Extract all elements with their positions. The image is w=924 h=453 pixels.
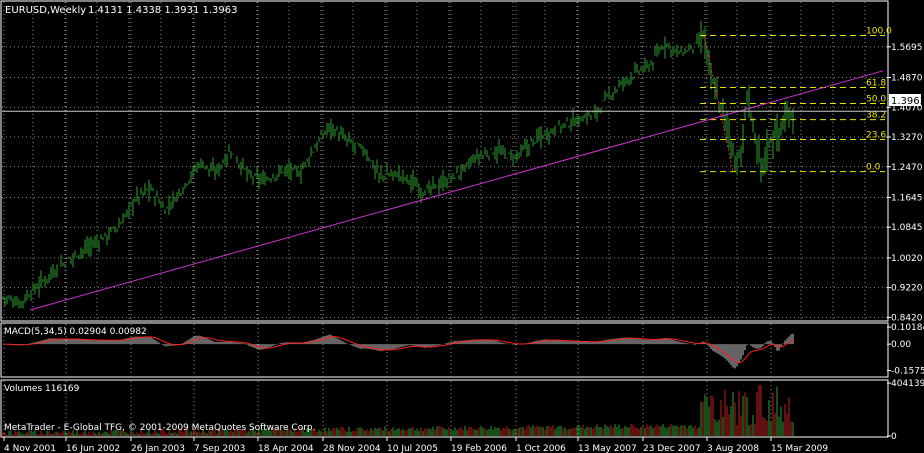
y-tick-label: 1.4870 — [891, 74, 923, 84]
x-tick-label: 28 Nov 2004 — [323, 444, 381, 453]
y-tick-label: 0.9220 — [891, 284, 923, 294]
fib-level-label: 38.2 — [866, 111, 886, 121]
current-price-label: 1.3963 — [891, 96, 924, 107]
x-tick-label: 7 Sep 2003 — [194, 444, 245, 453]
volume-pane — [0, 379, 889, 438]
y-tick-label: 404139 — [891, 379, 924, 389]
y-tick-label: 1.2470 — [891, 163, 923, 173]
y-tick-label: 0.00 — [891, 340, 911, 350]
y-tick-label: 0 — [891, 432, 897, 442]
macd-pane — [0, 322, 889, 378]
fib-level-label: 23.6 — [866, 130, 886, 140]
trendline — [29, 70, 884, 311]
y-tick-label: 1.5695 — [891, 43, 923, 53]
x-tick-label: 15 Mar 2009 — [771, 444, 828, 453]
volume-bars — [2, 384, 794, 436]
macd-signal-line — [2, 336, 794, 364]
x-tick-label: 13 May 2007 — [578, 444, 637, 453]
current-price-badge — [889, 94, 921, 106]
y-tick-label: 1.0020 — [891, 254, 923, 264]
x-tick-label: 23 Dec 2007 — [643, 444, 701, 453]
x-tick-label: 18 Apr 2004 — [258, 444, 314, 453]
fib-level-label: 61.8 — [866, 78, 886, 88]
x-tick-label: 16 Jun 2002 — [66, 444, 120, 453]
watermark: MetaTrader - E-Global TFG, © 2001-2009 M… — [4, 423, 316, 433]
y-tick-label: 1.1645 — [891, 193, 923, 203]
y-tick-label: 1.4070 — [891, 103, 923, 113]
fib-level-label: 100.0 — [866, 26, 892, 36]
fib-level-label: 0.0 — [866, 163, 881, 173]
grid-lines — [2, 2, 887, 436]
x-tick-label: 19 Feb 2006 — [451, 444, 507, 453]
y-tick-label: -0.15753 — [891, 367, 924, 377]
fib-level-label: 50.0 — [866, 95, 886, 105]
x-tick-label: 1 Oct 2006 — [516, 444, 566, 453]
y-tick-label: 1.0845 — [891, 223, 923, 233]
fibonacci-levels: 100.0 61.8 50.0 38.2 23.6 0.0 — [700, 26, 892, 173]
x-tick-label: 26 Jan 2003 — [131, 444, 185, 453]
y-tick-label: 0.10184 — [891, 323, 924, 333]
x-tick-label: 10 Jul 2005 — [387, 444, 438, 453]
x-tick-label: 3 Aug 2008 — [707, 444, 759, 453]
chart-title: EURUSD,Weekly — [5, 5, 86, 16]
volume-title: Volumes 116169 — [4, 384, 80, 394]
candles — [2, 20, 794, 309]
ohlc-readout: 1.4131 1.4338 1.3931 1.3963 — [88, 5, 238, 16]
y-axis: 1.5695 1.4870 1.4070 1.3270 1.2470 1.1645 1.08… — [887, 43, 924, 442]
y-tick-label: 1.3270 — [891, 133, 923, 143]
main-pane — [0, 0, 889, 322]
macd-title: MACD(5,34,5) 0.02904 0.00982 — [4, 327, 147, 337]
x-axis: 4 Nov 2001 16 Jun 2002 26 Jan 2003 7 Sep 20… — [3, 437, 828, 453]
fib-anchor-line — [703, 35, 734, 172]
y-tick-label: 0.8420 — [891, 313, 923, 323]
x-tick-label: 4 Nov 2001 — [4, 444, 56, 453]
